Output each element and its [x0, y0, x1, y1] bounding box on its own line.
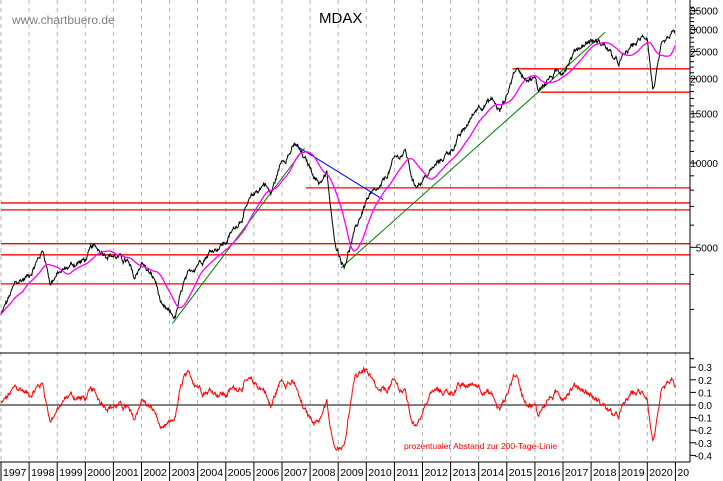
x-tick-label: 1997: [3, 467, 27, 479]
y-tick-label: 20000: [690, 75, 718, 86]
x-tick-label: 2019: [621, 467, 645, 479]
x-tick-label: 1998: [31, 467, 55, 479]
osc-y-tick-label: -0.2: [695, 426, 713, 437]
x-tick-label: 2010: [368, 467, 392, 479]
x-tick-label: 20: [677, 467, 689, 479]
x-tick-label: 2008: [312, 467, 336, 479]
y-tick-label: 15000: [690, 110, 718, 121]
x-tick-label: 2011: [396, 467, 419, 479]
chart-title: MDAX: [319, 10, 362, 27]
x-tick-label: 2012: [425, 467, 449, 479]
trend-line: [292, 143, 384, 201]
x-tick-label: 2003: [172, 467, 196, 479]
x-tick-label: 2001: [115, 467, 139, 479]
y-tick-label: 35000: [690, 7, 718, 18]
x-tick-label: 1999: [59, 467, 83, 479]
support-resistance-lines: [1, 68, 690, 285]
oscillator-annotation: prozentualer Abstand zur 200-Tage-Linie: [404, 441, 557, 451]
x-tick-label: 2000: [87, 467, 111, 479]
y-tick-label: 10000: [690, 159, 718, 170]
grid-lines: [0, 0, 676, 462]
trend-line: [340, 31, 606, 269]
oscillator-line: [0, 365, 676, 451]
y-tick-label: 30000: [690, 25, 718, 36]
moving-average-200-line: [0, 41, 677, 316]
x-axis: 1997 1998 1999 2000 2001 2002 2003 2004 2005 2006…: [0, 462, 689, 481]
y-axis: 5000 10000 15000 20000 25000 30000 35000 0.3 0.2…: [690, 7, 719, 462]
watermark: www.chartbuero.de: [11, 13, 115, 27]
osc-y-tick-label: 0.0: [698, 401, 712, 412]
x-tick-label: 2006: [256, 467, 280, 479]
osc-y-tick-label: 0.1: [698, 388, 712, 399]
x-tick-label: 2004: [200, 467, 224, 479]
x-tick-label: 2007: [284, 467, 308, 479]
osc-y-tick-label: 0.3: [698, 363, 712, 374]
x-tick-label: 2014: [481, 467, 505, 479]
x-tick-label: 2016: [537, 467, 561, 479]
price-line: [0, 29, 676, 320]
x-tick-label: 2018: [593, 467, 617, 479]
x-tick-label: 2005: [228, 467, 252, 479]
x-tick-label: 2015: [509, 467, 533, 479]
trend-lines: [172, 31, 606, 324]
osc-y-tick-label: 0.2: [698, 376, 712, 387]
trend-line: [172, 147, 305, 324]
osc-y-tick-label: -0.3: [695, 439, 713, 450]
y-tick-label: 25000: [690, 48, 718, 59]
x-tick-label: 2009: [340, 467, 364, 479]
x-tick-label: 2020: [649, 467, 673, 479]
osc-y-tick-label: -0.1: [695, 414, 713, 425]
x-tick-label: 2013: [453, 467, 477, 479]
y-tick-label: 5000: [696, 243, 719, 254]
osc-y-tick-label: -0.4: [695, 451, 713, 462]
x-tick-label: 2002: [144, 467, 168, 479]
x-tick-label: 2017: [565, 467, 589, 479]
